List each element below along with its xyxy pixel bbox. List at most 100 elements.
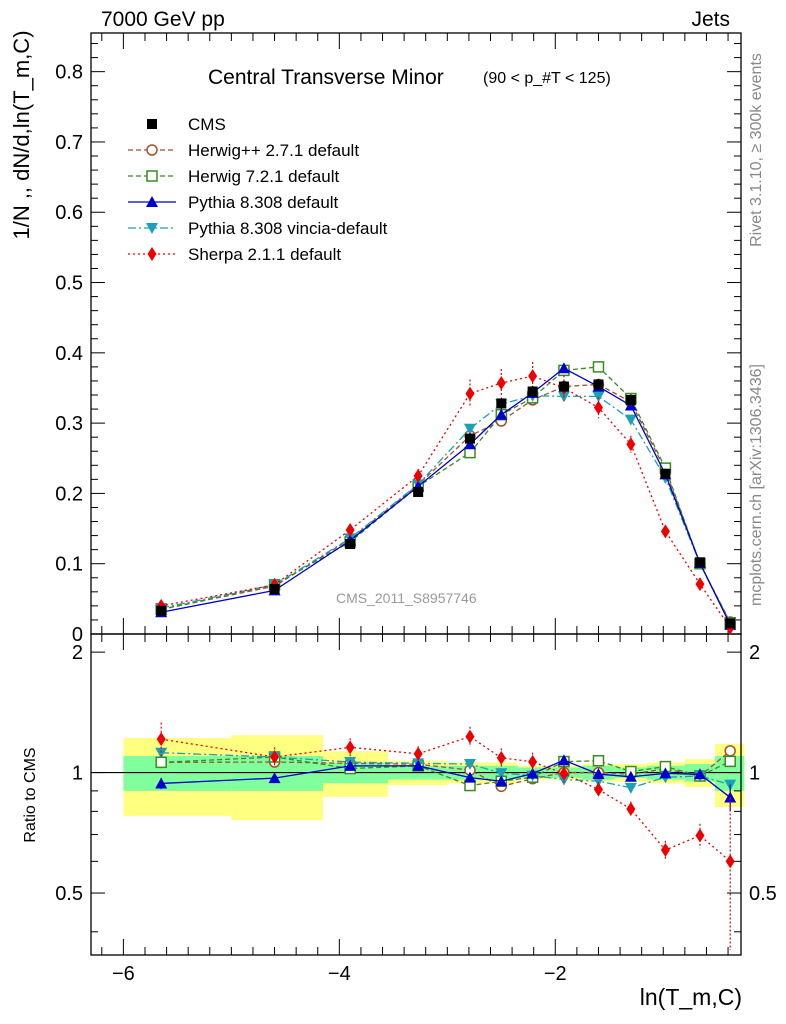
chart-title: Central Transverse Minor [208,66,444,89]
series-line-pythia-8-308-default [161,367,731,626]
watermark: CMS_2011_S8957746 [336,590,477,606]
ratio-y-tick-label: 0.5 [55,883,83,905]
ratio-point-sherpa-2-1-1-default [496,750,506,765]
y-tick-label: 0.7 [55,132,83,154]
series-line-herwig-7-2-1-default [161,366,731,624]
legend-label-cms: CMS [188,115,226,134]
ratio-y-tick-label: 1 [749,763,760,785]
data-point-pythia-8-308-vincia-default [592,391,605,403]
ratio-point-sherpa-2-1-1-default [345,740,355,755]
data-point-sherpa-2-1-1-default [660,524,670,539]
header-right: Jets [691,8,730,31]
ratio-point-sherpa-2-1-1-default [528,754,538,769]
data-point-cms [269,584,280,595]
ratio-point-pythia-8-308-vincia-default [155,747,168,759]
x-axis-label: ln(T_m,C) [639,984,742,1010]
ratio-point-sherpa-2-1-1-default [156,732,166,747]
data-point-cms [156,605,167,616]
data-point-cms [694,557,705,568]
legend-label-pythia-8-308-vincia-default: Pythia 8.308 vincia-default [188,219,388,238]
y-tick-label: 0.2 [55,483,83,505]
ratio-point-pythia-8-308-default [624,770,637,782]
series-line-herwig-2-7-1-default [161,383,731,623]
ratio-point-sherpa-2-1-1-default [465,729,475,744]
legend-marker-pythia-8-308-vincia-default [146,223,158,234]
ratio-point-sherpa-2-1-1-default [559,766,569,781]
data-point-cms [413,487,424,498]
legend-marker-cms [147,119,157,129]
ratio-y-tick-label: 2 [72,642,83,664]
ratio-point-pythia-8-308-default [412,759,425,771]
header-left: 7000 GeV pp [101,8,225,31]
data-point-sherpa-2-1-1-default [626,437,636,452]
y-tick-label: 0 [72,624,83,646]
y-tick-label: 0.4 [55,343,83,365]
series-line-sherpa-2-1-1-default [161,375,731,629]
ratio-point-sherpa-2-1-1-default [725,854,735,869]
data-point-sherpa-2-1-1-default [528,369,538,384]
data-point-sherpa-2-1-1-default [345,522,355,537]
x-tick-label: −2 [544,963,567,985]
ratio-y-tick-label: 2 [749,642,760,664]
ratio-point-pythia-8-308-vincia-default [495,768,508,780]
data-point-cms [464,433,475,444]
data-point-pythia-8-308-default [495,408,508,420]
ratio-y-tick-label: 0.5 [749,883,777,905]
data-point-cms [527,386,538,397]
data-point-pythia-8-308-vincia-default [624,414,637,426]
legend-marker-herwig-2-7-1-default [146,144,158,156]
ratio-point-herwig-7-2-1-default [155,756,167,769]
y-tick-label: 0.8 [55,62,83,84]
data-point-sherpa-2-1-1-default [496,376,506,391]
legend-label-herwig-7-2-1-default: Herwig 7.2.1 default [188,167,339,186]
y-tick-label: 0.3 [55,413,83,435]
ratio-point-sherpa-2-1-1-default [413,746,423,761]
data-point-pythia-8-308-default [557,362,570,374]
ratio-point-pythia-8-308-default [495,775,508,787]
y-tick-label: 0.5 [55,273,83,295]
ratio-point-pythia-8-308-default [693,768,706,780]
ratio-point-herwig-7-2-1-default [724,755,736,768]
ratio-point-herwig-7-2-1-default [592,755,605,767]
legend-label-sherpa-2-1-1-default: Sherpa 2.1.1 default [188,245,341,264]
x-tick-label: −4 [328,963,351,985]
ratio-point-pythia-8-308-default [268,772,281,784]
data-point-sherpa-2-1-1-default [695,577,705,592]
ratio-point-pythia-8-308-default [592,768,605,780]
y-tick-label: 0.1 [55,554,83,576]
data-point-cms [593,379,604,390]
data-point-cms [625,394,636,405]
ratio-point-pythia-8-308-default [155,777,168,789]
data-point-cms [496,398,507,409]
ratio-point-sherpa-2-1-1-default [660,843,670,858]
y-tick-label: 0.6 [55,202,83,224]
ratio-point-sherpa-2-1-1-default [695,828,705,843]
x-tick-label: −6 [112,963,135,985]
data-point-cms [345,539,356,550]
ratio-point-pythia-8-308-default [557,754,570,766]
ratio-point-pythia-8-308-default [659,767,672,779]
legend-marker-herwig-7-2-1-default [146,170,158,182]
ratio-point-herwig-2-7-1-default [724,745,736,757]
ratio-frame [90,633,742,956]
ratio-point-pythia-8-308-default [526,767,539,779]
legend-marker-pythia-8-308-default [146,196,158,207]
data-point-herwig-7-2-1-default [592,361,605,373]
data-point-cms [660,468,671,479]
ratio-y-tick-label: 1 [72,763,83,785]
data-point-sherpa-2-1-1-default [413,468,423,483]
ratio-point-pythia-8-308-default [463,771,476,783]
ratio-point-pythia-8-308-default [344,759,357,771]
ratio-point-pythia-8-308-vincia-default [463,759,476,771]
ratio-point-pythia-8-308-vincia-default [624,782,637,794]
ratio-point-sherpa-2-1-1-default [626,802,636,817]
legend-label-pythia-8-308-default: Pythia 8.308 default [188,193,339,212]
ratio-point-pythia-8-308-default [724,791,737,803]
legend-label-herwig-2-7-1-default: Herwig++ 2.7.1 default [188,141,359,160]
legend-marker-sherpa-2-1-1-default [147,247,157,261]
ratio-point-sherpa-2-1-1-default [593,782,603,797]
ratio-point-sherpa-2-1-1-default [270,750,280,765]
data-point-sherpa-2-1-1-default [465,386,475,401]
data-point-pythia-8-308-vincia-default [463,423,476,435]
